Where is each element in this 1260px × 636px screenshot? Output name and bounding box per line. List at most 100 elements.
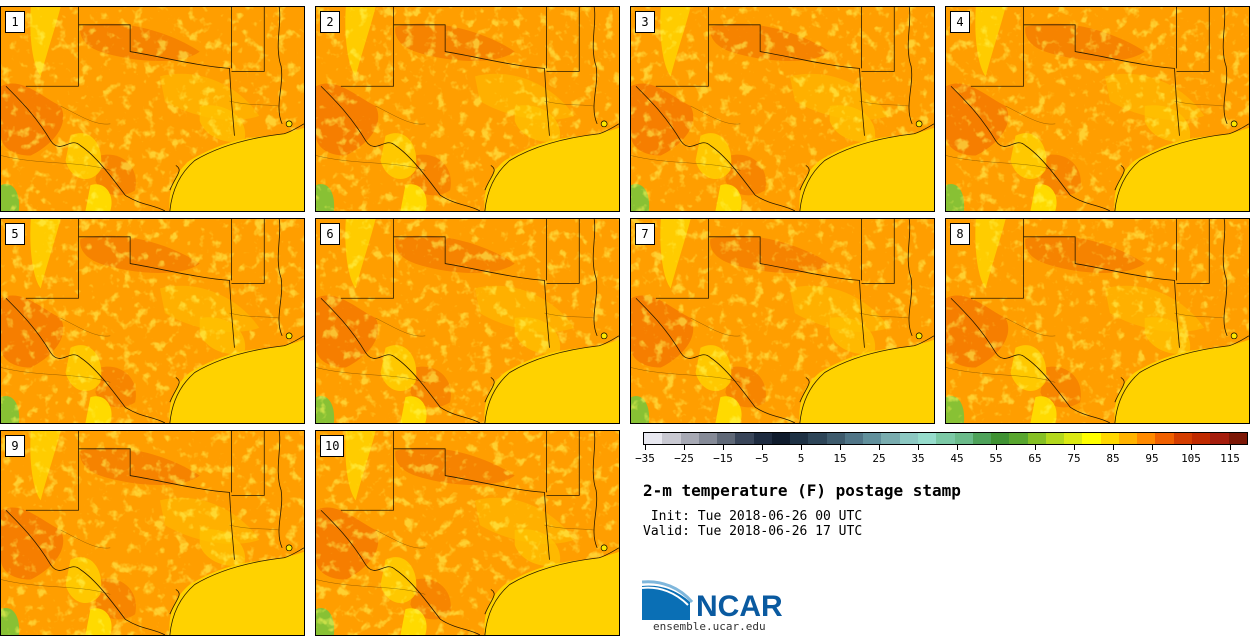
- colorbar-ticks: −35 −25 −15 −5 5 15 25 35 45 55 65 75 85 95 105 115: [635, 444, 1248, 466]
- colorbar-segment: [954, 433, 973, 444]
- colorbar-segment: [972, 433, 992, 444]
- stamp-panel: 4: [945, 6, 1250, 212]
- colorbar-segment: [881, 433, 900, 444]
- colorbar-segment: [1137, 433, 1156, 444]
- colorbar-tick: [957, 444, 958, 450]
- member-number: 8: [950, 223, 970, 245]
- colorbar-segment: [771, 433, 791, 444]
- stamp-panel: 5: [0, 218, 305, 424]
- temperature-map: [316, 431, 619, 635]
- temperature-map: [946, 219, 1249, 423]
- stamp-panel: 10: [315, 430, 620, 636]
- colorbar-tick-label: 75: [1067, 452, 1081, 465]
- colorbar-segment: [808, 433, 827, 444]
- colorbar-segment: [680, 433, 699, 444]
- temperature-map: [631, 7, 934, 211]
- colorbar-tick-label: 15: [833, 452, 847, 465]
- colorbar-tick: [1230, 444, 1231, 450]
- temperature-map: [316, 7, 619, 211]
- member-number: 1: [5, 11, 25, 33]
- colorbar-segment: [698, 433, 718, 444]
- colorbar-tick-label: 45: [950, 452, 964, 465]
- colorbar-tick-label: −35: [635, 452, 655, 465]
- init-time: Init: Tue 2018-06-26 00 UTC: [650, 509, 863, 524]
- temperature-map: [316, 219, 619, 423]
- colorbar-tick: [684, 444, 685, 450]
- colorbar-segment: [790, 433, 809, 444]
- temperature-map: [1, 431, 304, 635]
- member-number: 5: [5, 223, 25, 245]
- colorbar-segment: [936, 433, 955, 444]
- colorbar: [643, 432, 1248, 445]
- colorbar-tick-label: 105: [1181, 452, 1201, 465]
- colorbar-tick: [918, 444, 919, 450]
- colorbar-tick-label: 5: [797, 452, 805, 465]
- colorbar-tick-label: −25: [674, 452, 694, 465]
- colorbar-tick: [879, 444, 880, 450]
- temperature-map: [1, 219, 304, 423]
- member-number: 10: [320, 435, 345, 457]
- colorbar-segment: [1064, 433, 1083, 444]
- colorbar-segment: [753, 433, 772, 444]
- colorbar-segment: [717, 433, 736, 444]
- colorbar-tick-label: 85: [1106, 452, 1120, 465]
- colorbar-segment: [1100, 433, 1119, 444]
- colorbar-tick-label: 55: [989, 452, 1003, 465]
- colorbar-tick: [762, 444, 763, 450]
- colorbar-segment: [1210, 433, 1229, 444]
- colorbar-segment: [844, 433, 864, 444]
- member-number: 6: [320, 223, 340, 245]
- colorbar-segment: [1191, 433, 1211, 444]
- colorbar-tick-label: 25: [872, 452, 886, 465]
- colorbar-segment: [1027, 433, 1046, 444]
- colorbar-segment: [1173, 433, 1192, 444]
- stamp-panel: 2: [315, 6, 620, 212]
- colorbar-tick-label: −5: [755, 452, 769, 465]
- valid-time: Valid: Tue 2018-06-26 17 UTC: [643, 524, 863, 539]
- colorbar-tick-label: 115: [1220, 452, 1240, 465]
- colorbar-segment: [1009, 433, 1028, 444]
- ncar-logo: NCAR: [642, 580, 783, 620]
- temperature-map: [1, 7, 304, 211]
- colorbar-segment: [662, 433, 681, 444]
- colorbar-tick-label: 95: [1145, 452, 1159, 465]
- colorbar-segment: [899, 433, 918, 444]
- colorbar-tick-label: 35: [911, 452, 925, 465]
- colorbar-segment: [644, 433, 663, 444]
- colorbar-segment: [1045, 433, 1065, 444]
- temperature-map: [946, 7, 1249, 211]
- member-number: 9: [5, 435, 25, 457]
- stamp-panel: 8: [945, 218, 1250, 424]
- stamp-panel: 9: [0, 430, 305, 636]
- colorbar-segment: [735, 433, 754, 444]
- member-number: 7: [635, 223, 655, 245]
- colorbar-tick: [723, 444, 724, 450]
- colorbar-segment: [917, 433, 937, 444]
- colorbar-tick: [645, 444, 646, 450]
- colorbar-tick-label: −15: [713, 452, 733, 465]
- colorbar-tick: [1191, 444, 1192, 450]
- stamp-panel: 6: [315, 218, 620, 424]
- colorbar-tick: [801, 444, 802, 450]
- member-number: 4: [950, 11, 970, 33]
- logo-text: NCAR: [696, 590, 783, 620]
- colorbar-tick: [840, 444, 841, 450]
- colorbar-segment: [991, 433, 1010, 444]
- colorbar-tick-label: 65: [1028, 452, 1042, 465]
- temperature-map: [631, 219, 934, 423]
- figure-title: 2-m temperature (F) postage stamp: [643, 481, 961, 500]
- colorbar-tick: [1113, 444, 1114, 450]
- colorbar-segment: [1118, 433, 1138, 444]
- colorbar-segment: [1155, 433, 1174, 444]
- stamp-panel: 3: [630, 6, 935, 212]
- stamp-panel: 1: [0, 6, 305, 212]
- site-url: ensemble.ucar.edu: [653, 620, 766, 633]
- colorbar-segment: [1228, 433, 1247, 444]
- member-number: 2: [320, 11, 340, 33]
- colorbar-tick: [1035, 444, 1036, 450]
- colorbar-tick: [1074, 444, 1075, 450]
- colorbar-segment: [826, 433, 845, 444]
- colorbar-segment: [863, 433, 882, 444]
- colorbar-tick: [996, 444, 997, 450]
- colorbar-segment: [1082, 433, 1101, 444]
